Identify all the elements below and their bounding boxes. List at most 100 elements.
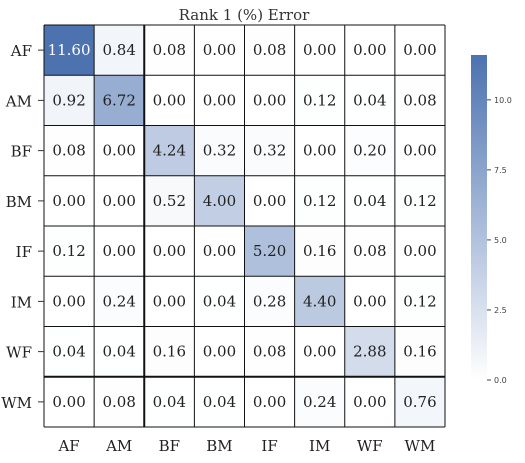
heatmap-cells: 11.60 0.84 0.08 0.00 0.08 0.00 0.00 0.00 0.92 6.7…	[44, 25, 445, 427]
heatmap-cell	[94, 125, 145, 176]
heatmap-cell	[394, 125, 445, 176]
cell-value-label: 0.00	[303, 41, 336, 59]
cell-value-label: 0.00	[253, 192, 286, 210]
heatmap-cell	[44, 125, 95, 176]
heatmap-cell	[94, 25, 145, 76]
column-tick-label: BF	[159, 437, 180, 455]
cell-value-label: 0.32	[203, 142, 236, 160]
heatmap-cell	[44, 226, 95, 277]
column-tick-label: BM	[206, 437, 232, 455]
cell-value-label: 4.40	[303, 292, 336, 310]
cell-value-label: 0.00	[253, 91, 286, 109]
heatmap-cell	[394, 25, 445, 76]
cell-value-label: 4.00	[203, 192, 236, 210]
colorbar-tick-label: 2.5	[494, 306, 507, 315]
row-tick-label: AM	[5, 92, 32, 110]
colorbar-tick-label: 7.5	[494, 166, 507, 175]
cell-value-label: 0.24	[303, 393, 336, 411]
column-tick-label: IM	[309, 437, 330, 455]
cell-value-label: 0.00	[403, 142, 436, 160]
row-tick-labels: AF AM BF BM IF IM WF WM	[1, 42, 44, 412]
heatmap-cell	[344, 25, 395, 76]
colorbar-gradient	[471, 55, 487, 380]
heatmap-cell	[194, 125, 245, 176]
heatmap-cell	[194, 376, 245, 427]
heatmap-cell	[94, 75, 145, 126]
heatmap-cell	[194, 276, 245, 327]
heatmap-cell	[144, 175, 195, 226]
heatmap-cell	[194, 175, 245, 226]
column-tick-label: WF	[357, 437, 383, 455]
heatmap-cell	[94, 226, 145, 277]
cell-value-label: 0.92	[52, 91, 85, 109]
column-tick-label: IF	[261, 437, 277, 455]
heatmap-cell	[144, 326, 195, 377]
heatmap-cell	[294, 75, 345, 126]
row-tick-label: BF	[11, 143, 32, 161]
cell-value-label: 0.12	[403, 192, 436, 210]
cell-value-label: 0.00	[52, 192, 85, 210]
heatmap-cell	[144, 75, 195, 126]
heatmap-cell	[244, 376, 295, 427]
heatmap-cell	[94, 276, 145, 327]
cell-value-label: 0.84	[102, 41, 135, 59]
cell-value-label: 0.00	[253, 393, 286, 411]
heatmap-cell	[344, 326, 395, 377]
cell-value-label: 0.08	[102, 393, 135, 411]
cell-value-label: 0.04	[52, 343, 85, 361]
cell-value-label: 0.16	[403, 343, 436, 361]
cell-value-label: 0.04	[102, 343, 135, 361]
colorbar: 0.0 2.5 5.0 7.5 10.0	[471, 55, 512, 385]
heatmap-cell	[244, 226, 295, 277]
cell-value-label: 0.08	[253, 343, 286, 361]
heatmap-cell	[294, 175, 345, 226]
heatmap-cell	[194, 226, 245, 277]
row-tick-label: WF	[6, 344, 32, 362]
cell-value-label: 0.00	[353, 292, 386, 310]
heatmap-cell	[44, 376, 95, 427]
heatmap-cell	[244, 175, 295, 226]
cell-value-label: 0.00	[153, 292, 186, 310]
cell-value-label: 0.28	[253, 292, 286, 310]
heatmap-cell	[394, 226, 445, 277]
heatmap-cell	[244, 326, 295, 377]
cell-value-label: 0.00	[403, 242, 436, 260]
row-tick-label: IF	[16, 243, 32, 261]
heatmap-cell	[144, 125, 195, 176]
row-tick-label: AF	[10, 42, 32, 60]
heatmap-cell	[344, 376, 395, 427]
cell-value-label: 0.00	[153, 91, 186, 109]
heatmap-cell	[344, 276, 395, 327]
cell-value-label: 0.04	[353, 192, 386, 210]
column-tick-label: AM	[105, 437, 132, 455]
cell-value-label: 0.08	[153, 41, 186, 59]
heatmap-cell	[344, 226, 395, 277]
column-tick-labels: AF AM BF BM IF IM WF WM	[57, 437, 435, 455]
cell-value-label: 0.04	[203, 393, 236, 411]
cell-value-label: 0.00	[303, 343, 336, 361]
cell-value-label: 0.00	[203, 242, 236, 260]
heatmap-cell	[244, 125, 295, 176]
cell-value-label: 0.76	[403, 393, 436, 411]
cell-value-label: 0.04	[203, 292, 236, 310]
heatmap-cell	[294, 25, 345, 76]
colorbar-tick-label: 5.0	[494, 236, 507, 245]
column-tick-label: AF	[57, 437, 79, 455]
heatmap-grid	[43, 24, 446, 428]
cell-value-label: 0.00	[102, 242, 135, 260]
heatmap-cell	[294, 376, 345, 427]
heatmap-cell	[144, 25, 195, 76]
heatmap-cell	[94, 326, 145, 377]
cell-value-label: 0.16	[153, 343, 186, 361]
heatmap-cell	[144, 226, 195, 277]
heatmap-cell	[294, 276, 345, 327]
heatmap-cell	[244, 75, 295, 126]
heatmap-cell	[394, 276, 445, 327]
cell-value-label: 0.12	[303, 192, 336, 210]
heatmap-cell	[44, 175, 95, 226]
heatmap-cell	[44, 25, 95, 76]
heatmap-cell	[44, 326, 95, 377]
cell-value-label: 0.00	[353, 41, 386, 59]
heatmap-cell	[344, 75, 395, 126]
